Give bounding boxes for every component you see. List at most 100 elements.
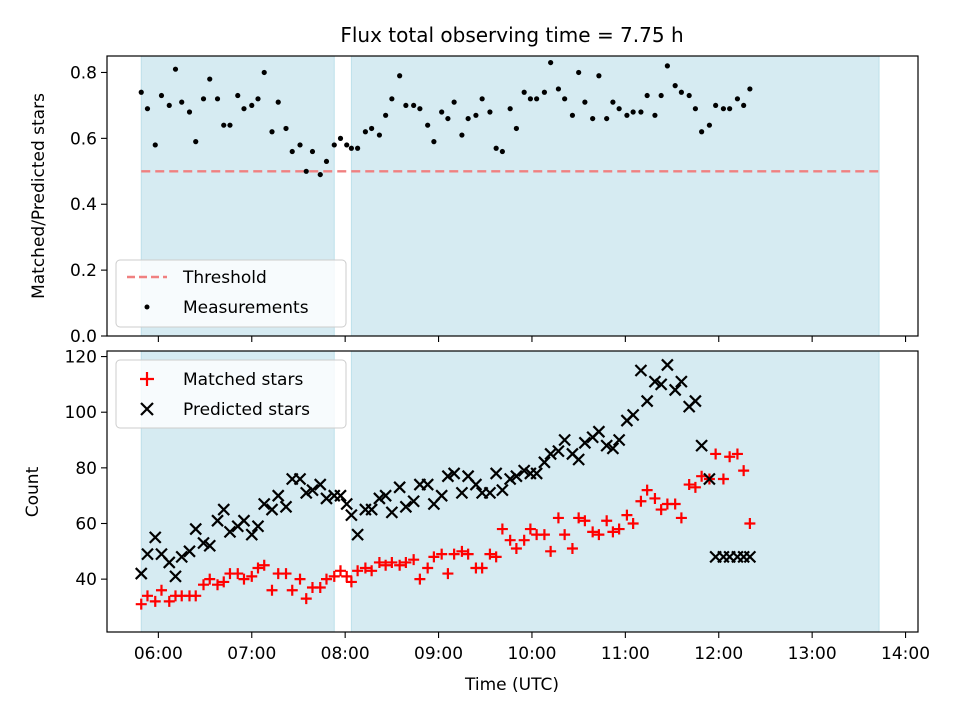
matched-star-point [504,534,516,546]
matched-star-point [744,517,756,529]
bottom-y-ticks: 40 60 80 100 120 [65,348,107,590]
measurement-point [451,99,457,105]
measurement-point [439,109,445,115]
x-tick-label: 09:00 [414,644,463,664]
measurement-point [720,106,727,112]
predicted-star-point [538,456,551,469]
matched-star-point [266,584,278,596]
matched-star-point [359,562,371,574]
matched-star-point [252,562,264,574]
matched-star-point [380,559,392,571]
measurement-point [465,115,471,122]
matched-star-point [141,590,153,602]
measurement-point [249,102,255,109]
matched-star-point [428,551,440,563]
measurement-point [221,122,227,128]
predicted-star-point [175,550,188,564]
matched-star-point [724,451,736,463]
matched-star-point [655,504,667,516]
y-tick-label: 0.2 [70,261,97,281]
predicted-star-point [496,483,509,497]
x-tick-label: 08:00 [321,644,370,664]
matched-star-point [607,526,619,538]
y-tick-label: 40 [75,570,97,590]
measurement-point [638,109,644,115]
measurement-point [214,96,221,102]
measurement-point [235,92,241,99]
predicted-star-point [626,408,640,422]
measurement-point [303,168,309,174]
top-y-axis-label: Matched/Predicted stars [29,93,49,299]
matched-star-point [587,526,599,538]
matched-star-point [294,573,306,585]
measurement-point [576,69,582,76]
matched-star-point [238,573,250,585]
predicted-star-point [530,467,543,480]
measurement-point [166,102,172,109]
measurement-point [309,148,316,155]
bottom-legend: Matched stars Predicted stars [115,359,347,429]
measurement-point [459,132,465,138]
measurement-point [548,59,554,66]
y-tick-label: 0.0 [70,327,97,347]
measurement-point [630,109,636,115]
matched-star-point [524,523,536,535]
measurement-point [479,96,485,102]
predicted-star-point [393,481,406,494]
measurement-point [596,73,602,79]
y-tick-label: 60 [75,514,97,534]
measurement-point [706,122,713,128]
predicted-star-point [189,522,203,536]
matched-star-point [448,548,460,560]
predicted-stars-points [134,358,757,583]
measurement-point [403,102,409,109]
predicted-star-point [211,514,224,527]
predicted-star-point [271,489,285,502]
measurement-point [172,66,179,72]
measurement-point [389,96,395,102]
matched-star-point [635,495,647,507]
measurement-point [493,145,499,151]
matched-star-point [334,565,346,577]
measurement-point [686,92,692,99]
matched-star-point [710,448,722,460]
bottom-legend-box [115,359,347,429]
measurement-point [362,129,368,135]
matched-star-point [613,523,625,535]
measurement-point [207,76,213,82]
matched-star-point [538,529,550,541]
matched-star-point [218,576,230,588]
matched-legend-swatch [140,372,154,386]
measurement-point [297,142,303,148]
measurement-point [317,171,323,178]
predicted-star-point [503,472,517,486]
x-tick-label: 13:00 [788,644,837,664]
predicted-star-point [572,453,585,466]
measurement-point [473,112,479,118]
matched-star-point [510,543,522,555]
bottom-axes-frame [106,350,919,633]
measurement-point [138,89,144,95]
matched-star-point [462,548,474,560]
predicted-star-point [648,375,662,388]
matched-star-point [456,545,468,557]
predicted-star-point [373,492,386,505]
predicted-star-point [441,469,455,483]
predicted-star-point [237,514,251,527]
predicted-star-point [634,364,648,377]
predicted-star-point [197,536,210,550]
x-axis-label: Time (UTC) [464,675,559,695]
matched-star-point [386,556,398,568]
top-axes-frame [106,55,919,337]
predicted-star-point [293,472,307,486]
measurement-point [713,102,719,109]
measurement-point [521,89,527,95]
matched-star-point [258,559,270,571]
predicted-star-point [654,378,668,391]
predicted-star-point [134,567,148,580]
matched-star-point [286,584,298,596]
top-legend-box [115,259,347,328]
top-legend: Threshold Measurements [115,259,347,328]
matched-star-point [559,529,571,541]
